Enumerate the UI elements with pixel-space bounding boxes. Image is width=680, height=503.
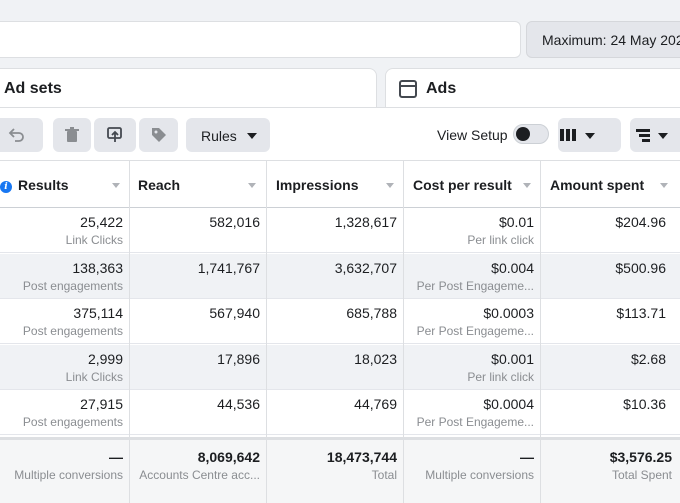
cell-reach: 44,536 [217,396,260,412]
cell-reach: 567,940 [209,305,260,321]
sort-caret-icon [248,183,256,188]
tab-ad-sets-label: Ad sets [4,80,62,97]
view-setup-toggle[interactable] [513,124,549,144]
cell-results: 375,114 Post engagements [22,305,123,338]
cell-spent: $113.71 [616,305,666,321]
cell-reach: 582,016 [209,214,260,230]
breakdown-button[interactable] [630,118,680,152]
toolbar: Rules [0,107,680,161]
rules-dropdown[interactable]: Rules [186,118,270,152]
view-setup-label: View Setup [437,127,508,143]
sort-caret-icon [523,183,531,188]
totals-row: — Multiple conversions 8,069,642 Accounts … [0,437,680,503]
cell-spent: $10.36 [623,396,666,412]
table-row[interactable]: 138,363 Post engagements 1,741,767 3,632,70… [0,253,680,299]
date-range-button[interactable]: Maximum: 24 May 2023 [526,21,680,58]
cell-reach: 1,741,767 [197,259,260,276]
column-label: Results [18,177,69,193]
breakdown-icon [636,129,668,142]
ads-icon [399,80,417,98]
columns-icon [560,129,595,141]
column-divider [540,161,541,503]
columns-button[interactable] [558,118,621,152]
column-header-results[interactable]: i Results [0,161,129,208]
column-divider [129,161,130,503]
cell-cpr: $0.001 Per link click [467,350,534,384]
trash-icon [65,127,79,142]
table-row[interactable]: 25,422 Link Clicks 582,016 1,328,617 $0.01 Pe… [0,208,680,253]
total-cost-per-result: — Multiple conversions [425,449,534,482]
column-header-amount-spent[interactable]: Amount spent [540,161,680,208]
column-divider [266,161,267,503]
cell-cpr: $0.004 Per Post Engageme... [416,259,534,293]
sort-caret-icon [386,183,394,188]
undo-button[interactable] [0,118,43,152]
total-results: — Multiple conversions [14,449,123,482]
toggle-knob [516,127,530,141]
cell-results: 25,422 Link Clicks [65,214,123,247]
column-header-reach[interactable]: Reach [129,161,266,208]
cell-results: 138,363 Post engagements [22,259,123,293]
cell-cpr: $0.0003 Per Post Engageme... [416,305,534,338]
column-divider [403,161,404,503]
cell-impressions: 685,788 [346,305,397,321]
duplicate-button[interactable] [94,118,136,152]
cell-spent: $204.96 [615,214,666,230]
cell-reach: 17,896 [217,350,260,367]
column-label: Impressions [276,177,359,193]
column-label: Amount spent [550,177,645,193]
cell-impressions: 44,769 [354,396,397,412]
cell-cpr: $0.01 Per link click [467,214,534,247]
cell-results: 2,999 Link Clicks [65,350,123,384]
column-header-impressions[interactable]: Impressions [266,161,403,208]
tag-button[interactable] [139,118,178,152]
results-table: i Results Reach Impressions Cost per resu… [0,161,680,503]
cell-cpr: $0.0004 Per Post Engageme... [416,396,534,429]
cell-impressions: 18,023 [354,350,397,367]
tag-icon [151,128,166,142]
info-icon[interactable]: i [0,181,12,193]
rules-label: Rules [201,128,237,144]
total-reach: 8,069,642 Accounts Centre acc... [139,449,260,482]
duplicate-icon [107,127,122,142]
total-amount-spent: $3,576.25 Total Spent [609,449,672,482]
column-label: Reach [138,177,181,193]
total-impressions: 18,473,744 Total [326,449,397,482]
cell-impressions: 3,632,707 [334,259,397,276]
column-header-cost-per-result[interactable]: Cost per result [403,161,540,208]
cell-results: 27,915 Post engagements [22,396,123,429]
undo-icon [8,128,24,142]
table-row[interactable]: 375,114 Post engagements 567,940 685,788 $0.… [0,299,680,344]
delete-button[interactable] [53,118,91,152]
chevron-down-icon [247,133,257,139]
tab-ads-label: Ads [426,80,457,97]
table-row[interactable]: 2,999 Link Clicks 17,896 18,023 $0.001 Per li… [0,344,680,390]
sort-caret-icon [660,183,668,188]
cell-impressions: 1,328,617 [334,214,397,230]
sort-caret-icon [112,183,120,188]
tab-ads[interactable]: Ads [385,68,680,107]
search-input[interactable] [0,21,521,58]
tab-ad-sets[interactable]: Ad sets [0,68,377,107]
cell-spent: $500.96 [615,259,666,276]
cell-spent: $2.68 [630,350,666,367]
table-row[interactable]: 27,915 Post engagements 44,536 44,769 $0.000… [0,390,680,435]
column-label: Cost per result [413,177,512,193]
